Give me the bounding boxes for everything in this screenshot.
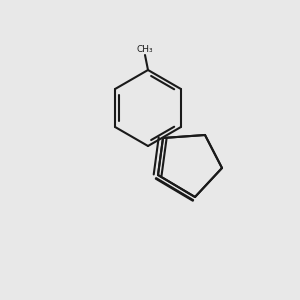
Text: CH₃: CH₃ bbox=[137, 45, 153, 54]
